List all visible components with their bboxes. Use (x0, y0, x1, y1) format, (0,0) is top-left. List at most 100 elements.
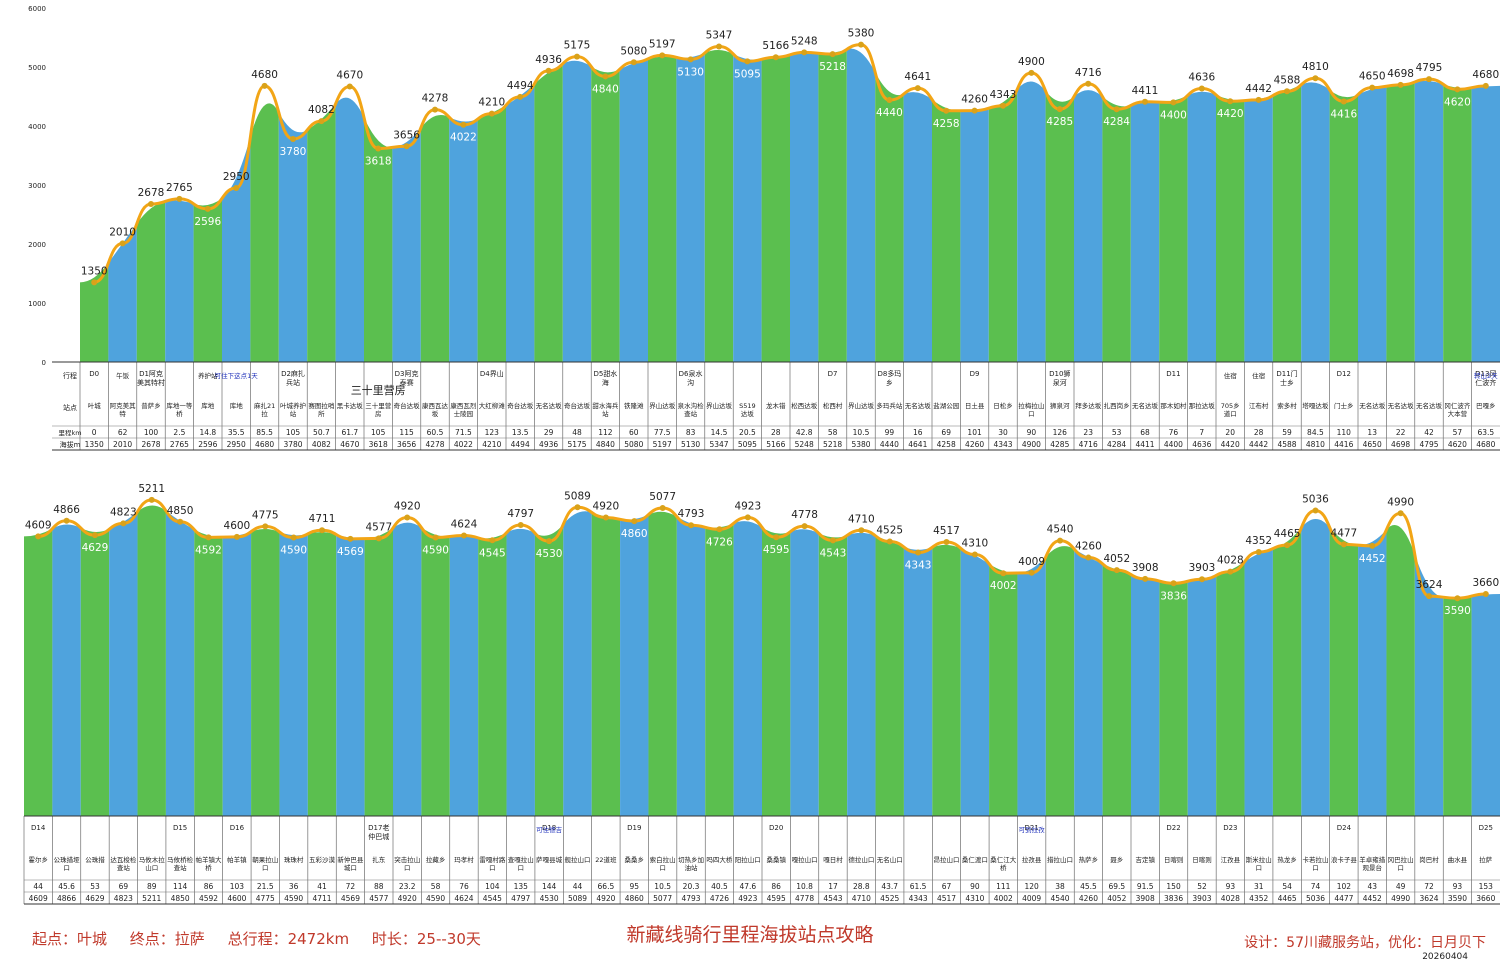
altitude-m: 4278 (425, 440, 444, 449)
station-name: 松西村 (823, 401, 843, 410)
station-name: 盐湖公园 (933, 401, 959, 410)
station-name: 查站 (684, 409, 698, 418)
elevation-area-segment (194, 529, 223, 816)
altitude-m: 2010 (113, 440, 132, 449)
elevation-point (631, 518, 638, 525)
distance-km: 69.5 (1108, 882, 1125, 891)
station-name: 阿克美其 (110, 401, 137, 410)
altitude-data-label: 4260 (1075, 541, 1102, 553)
day-label: D1阿克 (139, 369, 163, 378)
elevation-area-segment (80, 262, 109, 362)
altitude-data-label: 4569 (337, 546, 364, 558)
day-label: D14 (31, 824, 46, 832)
altitude-data-label: 5218 (819, 61, 846, 73)
station-name: 口 (1397, 864, 1404, 872)
elevation-area-segment (1244, 95, 1273, 363)
distance-km: 76 (459, 882, 469, 891)
distance-km: 57 (1453, 428, 1463, 437)
station-name: 无名达坂 (536, 401, 563, 410)
elevation-point (659, 52, 666, 59)
station-name: 大本营 (1448, 409, 1468, 418)
elevation-area-segment (1443, 596, 1472, 816)
distance-km: 2.5 (173, 428, 185, 437)
altitude-m: 5166 (766, 440, 785, 449)
station-name: 嘎日村 (823, 855, 843, 864)
altitude-data-label: 4670 (336, 69, 363, 81)
altitude-m: 4698 (1391, 440, 1410, 449)
altitude-data-label: 4343 (905, 560, 932, 572)
altitude-data-label: 4680 (1472, 69, 1499, 81)
elevation-point (460, 532, 467, 539)
elevation-point (1085, 554, 1092, 561)
station-name: 日土县 (965, 401, 985, 410)
altitude-data-label: 4609 (25, 519, 52, 531)
station-name: 观景台 (1363, 863, 1383, 872)
elevation-point (744, 514, 751, 521)
elevation-area-segment (1414, 80, 1444, 362)
day-label: 美其特村 (137, 378, 165, 387)
elevation-area-segment (1074, 549, 1103, 816)
distance-km: 88 (374, 882, 384, 891)
row-header-alt: 海拔m (60, 440, 81, 449)
station-name: 所 (318, 409, 325, 418)
altitude-m: 4711 (312, 894, 331, 903)
station-note: 可住下这点1天 (215, 371, 259, 380)
elevation-point (801, 49, 808, 56)
altitude-m: 4620 (1448, 440, 1467, 449)
altitude-m: 5248 (795, 440, 814, 449)
elevation-area-segment (109, 511, 138, 816)
distance-km: 49 (1396, 882, 1406, 891)
altitude-m: 4494 (511, 440, 530, 449)
elevation-area-segment (1471, 85, 1500, 362)
altitude-m: 4525 (880, 894, 899, 903)
distance-km: 59 (1282, 428, 1292, 437)
altitude-data-label: 4009 (1018, 556, 1045, 568)
elevation-point (602, 73, 609, 80)
altitude-data-label: 4494 (507, 80, 534, 92)
elevation-area-segment (960, 548, 990, 816)
distance-km: 77.5 (654, 428, 671, 437)
station-name: 无名达坂 (1388, 401, 1415, 410)
station-name: 油站 (685, 863, 699, 872)
altitude-data-label: 4525 (876, 524, 903, 536)
altitude-m: 4636 (1192, 440, 1211, 449)
elevation-area-segment (847, 532, 876, 816)
station-name: 麻扎21 (254, 401, 275, 410)
distance-km: 91.5 (1137, 882, 1154, 891)
elevation-point (744, 58, 751, 65)
altitude-data-label: 5347 (706, 30, 733, 42)
y-tick-label: 3000 (28, 182, 46, 190)
altitude-data-label: 4923 (734, 500, 761, 512)
distance-km: 42 (1424, 428, 1434, 437)
station-name: 吉定镇 (1135, 855, 1155, 864)
elevation-area-segment (620, 514, 649, 816)
station-name: 无名山口 (877, 855, 903, 864)
altitude-m: 4588 (1277, 440, 1296, 449)
station-name: 那木如村 (1160, 401, 1187, 410)
distance-km: 61.7 (341, 428, 358, 437)
elevation-point (290, 135, 296, 142)
distance-km: 14.8 (199, 428, 216, 437)
altitude-data-label: 4595 (763, 544, 790, 556)
elevation-area-segment (1074, 90, 1103, 363)
altitude-data-label: 5380 (848, 28, 875, 40)
day-label: 海 (602, 378, 609, 387)
altitude-m: 4082 (312, 440, 331, 449)
elevation-area-segment (506, 528, 535, 816)
station-name: 赛图拉哨 (308, 401, 335, 410)
station-name: 聂乡 (1110, 856, 1123, 864)
altitude-m: 4545 (483, 894, 502, 903)
station-note: 转山2天 (1474, 371, 1498, 380)
day-label: D6泉水 (679, 369, 703, 378)
elevation-point (261, 82, 268, 89)
altitude-m: 5089 (568, 894, 587, 903)
elevation-area-segment (1187, 575, 1217, 816)
altitude-data-label: 4442 (1245, 83, 1272, 95)
elevation-area-segment (875, 72, 904, 362)
station-name: 查站 (117, 863, 131, 872)
elevation-point (1142, 575, 1149, 582)
altitude-data-label: 4210 (478, 97, 505, 109)
altitude-data-label: 4530 (536, 548, 563, 560)
day-label: D17老 (368, 823, 389, 832)
station-name: 萨嘎县城 (536, 855, 563, 864)
